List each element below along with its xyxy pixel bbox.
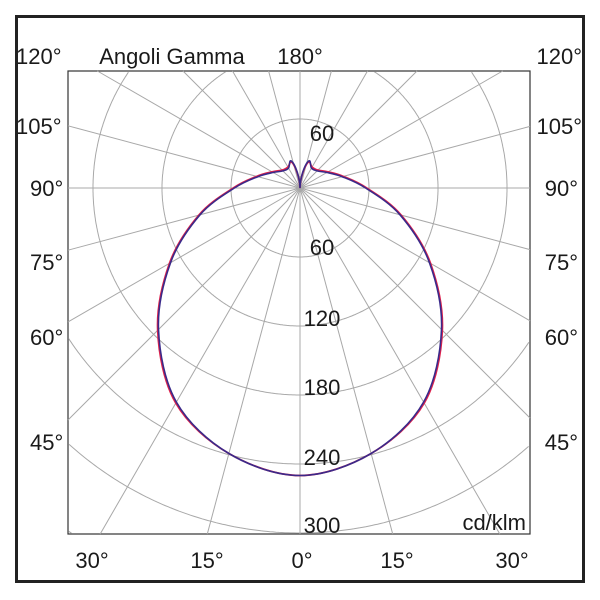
grid-spoke <box>299 187 531 322</box>
grid-ring <box>68 530 72 534</box>
grid-spoke <box>67 125 301 189</box>
grid-spoke <box>67 187 301 421</box>
grid-spoke <box>67 187 301 323</box>
angle-label: 75° <box>30 250 63 275</box>
grid-ring <box>68 444 529 534</box>
angle-label: 90° <box>30 176 63 201</box>
grid-spoke <box>67 187 301 251</box>
angle-label: 105° <box>16 114 62 139</box>
grid-spoke <box>299 187 501 535</box>
grid-spoke <box>299 187 531 251</box>
angle-label: 15° <box>380 548 413 573</box>
radial-tick-label: 60 <box>310 121 334 146</box>
bottom-angle-labels: 30° 15° 0° 15° 30° <box>75 548 528 573</box>
grid-spoke <box>299 70 503 189</box>
grid-spoke <box>299 125 531 189</box>
intensity-curves <box>156 160 444 477</box>
grid-spoke <box>299 70 418 189</box>
top-angle-label: 180° <box>277 44 323 69</box>
grid-spoke <box>206 187 301 535</box>
polar-grid <box>67 70 531 535</box>
unit-label: cd/klm <box>462 510 526 535</box>
intensity-curve-series-2 <box>157 160 443 477</box>
angle-label: 75° <box>545 250 578 275</box>
radial-tick-label: 300 <box>304 513 341 538</box>
grid-ring <box>68 338 530 465</box>
left-angle-labels: 120° 105° 90° 75° 60° 45° <box>16 44 63 455</box>
angle-label: 15° <box>190 548 223 573</box>
angle-label: 120° <box>16 44 62 69</box>
angle-label: 45° <box>30 430 63 455</box>
angle-label: 90° <box>545 176 578 201</box>
angle-label: 45° <box>545 430 578 455</box>
radial-tick-label: 120 <box>304 306 341 331</box>
radial-tick-label: 240 <box>304 445 341 470</box>
grid-spoke <box>182 70 301 189</box>
angle-label: 60° <box>30 325 63 350</box>
radial-tick-labels: 60 60 120 180 240 300 <box>304 121 341 538</box>
angle-label: 30° <box>495 548 528 573</box>
right-angle-labels: 120° 105° 90° 75° 60° 45° <box>536 44 582 455</box>
grid-spoke <box>299 187 531 419</box>
angle-label: 120° <box>536 44 582 69</box>
angle-label: 0° <box>291 548 312 573</box>
grid-spoke <box>97 70 301 189</box>
grid-ring <box>92 71 508 396</box>
angle-label: 105° <box>536 114 582 139</box>
radial-tick-label: 180 <box>304 375 341 400</box>
plot-area <box>67 70 531 535</box>
angle-label: 60° <box>545 325 578 350</box>
radial-tick-label: 60 <box>310 235 334 260</box>
grid-spoke <box>99 187 301 535</box>
grid-ring <box>161 71 439 327</box>
grid-spoke <box>299 187 394 535</box>
chart-title: Angoli Gamma <box>99 44 245 69</box>
angle-label: 30° <box>75 548 108 573</box>
